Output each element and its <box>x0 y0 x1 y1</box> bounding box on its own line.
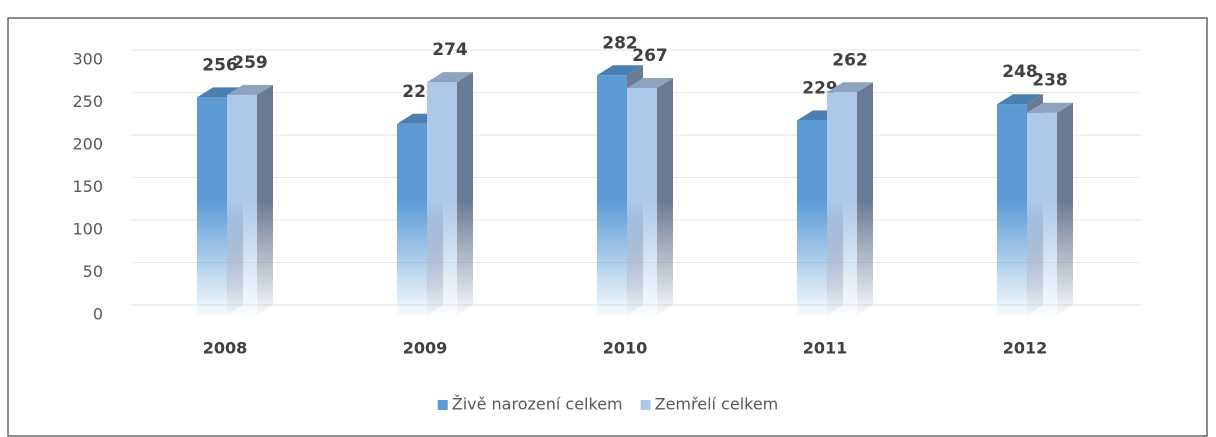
bar-top <box>1027 102 1073 113</box>
x-tick-label: 2012 <box>1003 339 1048 358</box>
bar <box>397 123 427 315</box>
bar-top <box>427 72 473 83</box>
bar <box>1027 112 1057 315</box>
x-tick-label: 2011 <box>803 339 848 358</box>
data-label: 262 <box>832 50 868 70</box>
legend-swatch <box>640 400 651 410</box>
bar-side <box>657 78 673 315</box>
y-tick-label: 250 <box>72 92 103 111</box>
bar-side <box>1057 102 1073 315</box>
data-label: 259 <box>232 53 268 73</box>
data-label: 248 <box>1002 62 1038 82</box>
x-tick-label: 2008 <box>203 339 248 358</box>
data-label: 274 <box>432 40 468 60</box>
bar <box>797 120 827 315</box>
bar <box>997 104 1027 315</box>
x-tick-label: 2010 <box>603 339 648 358</box>
y-tick-label: 50 <box>83 262 103 281</box>
y-tick-label: 0 <box>93 305 103 324</box>
y-tick-label: 300 <box>72 50 103 69</box>
bar-top <box>827 82 873 93</box>
legend-swatch <box>437 400 448 410</box>
bar-side <box>457 72 473 315</box>
bar-top <box>627 78 673 89</box>
bar-top <box>197 87 243 98</box>
bar <box>197 97 227 316</box>
bar-top <box>997 94 1043 105</box>
bar <box>427 82 457 315</box>
bar-side <box>857 82 873 315</box>
data-label: 282 <box>602 33 638 53</box>
bar <box>627 88 657 315</box>
bar-side <box>257 84 273 315</box>
x-tick-label: 2009 <box>403 339 448 358</box>
data-label: 267 <box>632 46 668 66</box>
legend-label: Živě narození celkem <box>452 395 623 414</box>
bar-top <box>227 84 273 95</box>
legend: Živě narození celkem Zemřelí celkem <box>437 395 779 414</box>
bar <box>597 75 627 315</box>
bar-top <box>597 65 643 76</box>
bar <box>827 92 857 315</box>
bar <box>227 94 257 315</box>
y-tick-label: 150 <box>72 177 103 196</box>
data-label: 256 <box>202 55 238 75</box>
y-tick-label: 100 <box>72 220 103 239</box>
legend-label: Zemřelí celkem <box>655 395 779 414</box>
y-tick-label: 200 <box>72 135 103 154</box>
data-label: 238 <box>1032 71 1068 91</box>
